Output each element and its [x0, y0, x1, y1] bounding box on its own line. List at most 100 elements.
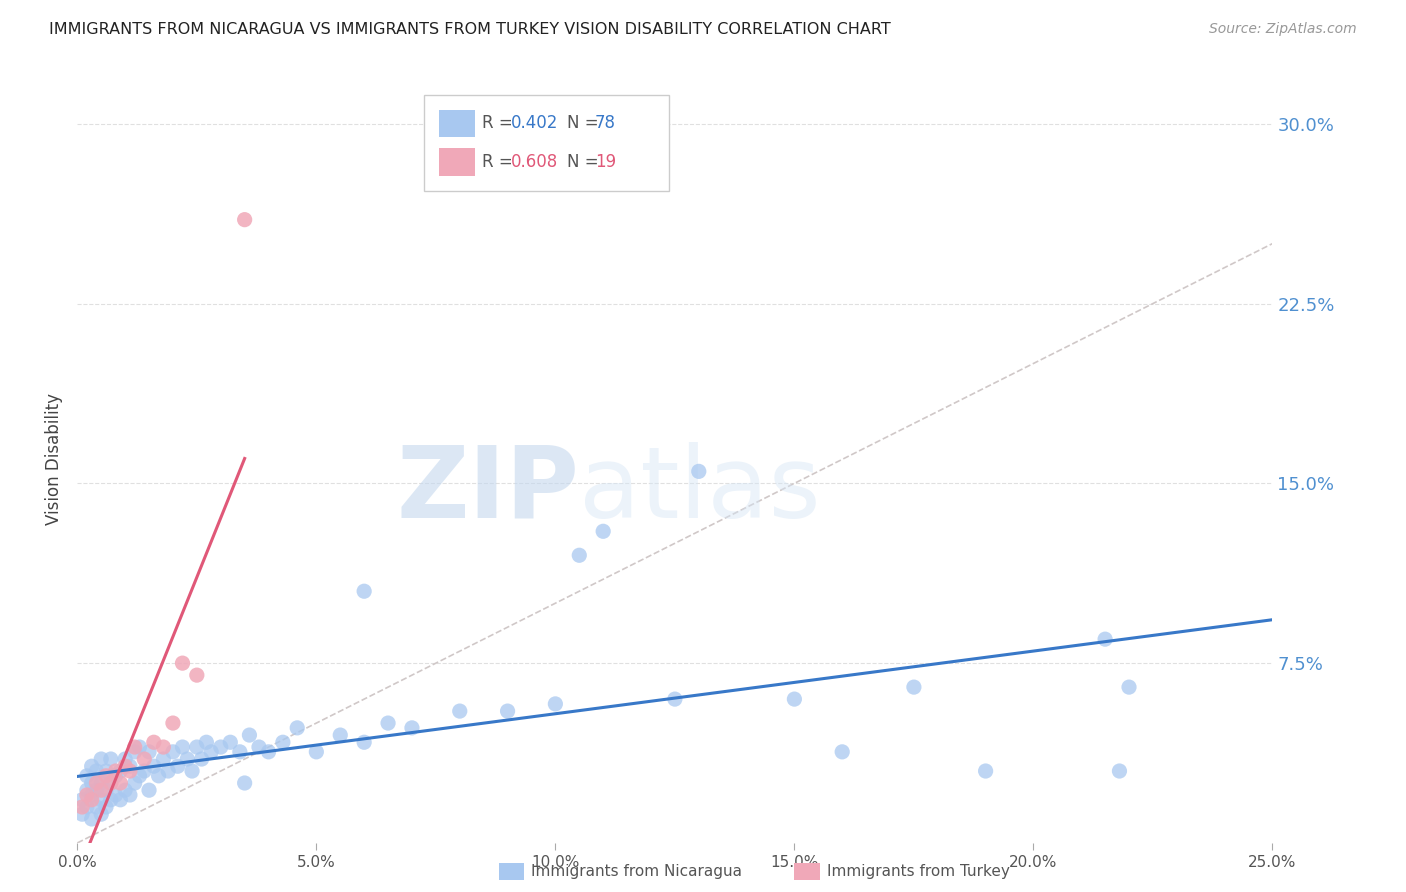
Point: [100, 752, 122, 766]
Point: [496, 704, 519, 718]
Point: [186, 668, 208, 682]
Point: [128, 739, 150, 754]
Point: [80, 776, 103, 790]
Point: [974, 764, 997, 778]
Point: [172, 656, 194, 670]
Text: R =: R =: [482, 153, 519, 170]
Point: [152, 739, 174, 754]
Point: [664, 692, 686, 706]
Point: [86, 764, 108, 778]
Point: [90, 793, 112, 807]
Point: [70, 800, 93, 814]
Point: [200, 745, 222, 759]
Point: [104, 769, 127, 783]
Point: [104, 788, 127, 802]
Point: [783, 692, 806, 706]
Point: [219, 735, 242, 749]
Point: [138, 745, 160, 759]
Text: N =: N =: [568, 153, 605, 170]
Point: [353, 735, 375, 749]
Point: [229, 745, 252, 759]
Y-axis label: Vision Disability: Vision Disability: [45, 393, 63, 525]
Point: [114, 783, 136, 797]
Point: [247, 739, 270, 754]
Text: 0.402: 0.402: [512, 114, 558, 132]
Point: [86, 783, 108, 797]
Point: [80, 793, 103, 807]
Point: [172, 739, 194, 754]
Point: [114, 759, 136, 773]
Point: [100, 793, 122, 807]
Point: [190, 752, 212, 766]
Point: [1094, 632, 1116, 647]
Text: N =: N =: [568, 114, 605, 132]
FancyBboxPatch shape: [425, 95, 669, 191]
Point: [148, 769, 170, 783]
Point: [353, 584, 375, 599]
Point: [233, 776, 256, 790]
Point: [568, 548, 591, 562]
Point: [110, 776, 132, 790]
Point: [94, 769, 117, 783]
Point: [181, 764, 204, 778]
FancyBboxPatch shape: [440, 148, 475, 176]
Point: [134, 764, 156, 778]
Point: [80, 788, 103, 802]
Point: [285, 721, 308, 735]
Point: [1108, 764, 1130, 778]
Point: [238, 728, 260, 742]
Point: [138, 783, 160, 797]
Point: [118, 759, 141, 773]
Point: [104, 764, 127, 778]
Point: [134, 752, 156, 766]
Point: [166, 759, 188, 773]
Point: [70, 793, 93, 807]
Point: [257, 745, 280, 759]
Point: [142, 735, 165, 749]
Point: [544, 697, 567, 711]
FancyBboxPatch shape: [440, 110, 475, 137]
Point: [124, 745, 146, 759]
Text: 19: 19: [595, 153, 616, 170]
Point: [118, 764, 141, 778]
Point: [449, 704, 471, 718]
Point: [86, 776, 108, 790]
Point: [377, 716, 399, 731]
Point: [118, 788, 141, 802]
Point: [110, 793, 132, 807]
Point: [80, 759, 103, 773]
Point: [162, 745, 184, 759]
Point: [100, 776, 122, 790]
Point: [76, 783, 98, 797]
Point: [90, 783, 112, 797]
Point: [80, 812, 103, 826]
Point: [305, 745, 328, 759]
Point: [186, 739, 208, 754]
Point: [142, 759, 165, 773]
Text: 0.608: 0.608: [512, 153, 558, 170]
Point: [124, 739, 146, 754]
Point: [124, 776, 146, 790]
Point: [86, 800, 108, 814]
Point: [401, 721, 423, 735]
Point: [90, 807, 112, 822]
Point: [100, 776, 122, 790]
Text: Immigrants from Turkey: Immigrants from Turkey: [827, 864, 1010, 879]
Point: [70, 807, 93, 822]
Point: [329, 728, 352, 742]
Point: [1118, 680, 1140, 694]
Point: [94, 764, 117, 778]
Point: [90, 752, 112, 766]
Point: [903, 680, 925, 694]
Point: [76, 769, 98, 783]
Point: [76, 800, 98, 814]
Point: [157, 764, 180, 778]
Text: IMMIGRANTS FROM NICARAGUA VS IMMIGRANTS FROM TURKEY VISION DISABILITY CORRELATIO: IMMIGRANTS FROM NICARAGUA VS IMMIGRANTS …: [49, 22, 891, 37]
Point: [162, 716, 184, 731]
Point: [271, 735, 294, 749]
Text: Immigrants from Nicaragua: Immigrants from Nicaragua: [531, 864, 742, 879]
Point: [94, 783, 117, 797]
Point: [110, 764, 132, 778]
Text: Source: ZipAtlas.com: Source: ZipAtlas.com: [1209, 22, 1357, 37]
Point: [209, 739, 232, 754]
